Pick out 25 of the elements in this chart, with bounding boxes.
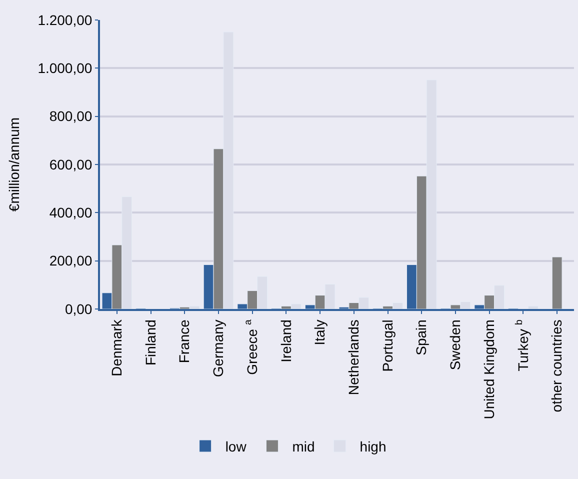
y-tick-label: 400,00 [49,204,92,221]
y-tick-label: 600,00 [49,156,92,172]
x-tick-label: Netherlands [345,320,362,396]
legend-label: high [360,438,386,454]
x-tick-label: Denmark [108,318,124,376]
x-tick-label: Spain [413,320,430,356]
x-tick-label: Finland [142,320,158,366]
y-tick-label: 1.000,00 [38,60,92,76]
x-tick-label: United Kingdom [480,320,497,420]
x-tick-label: Sweden [447,320,464,370]
y-tick-label: 800,00 [49,108,92,124]
x-tick-label: Germany [210,320,226,378]
x-tick-label: Ireland [278,320,294,362]
bar [552,256,562,309]
y-tick-label: 200,00 [49,252,92,269]
y-axis-title: €million/annum [6,117,22,212]
x-tick-label: Italy [312,320,328,346]
x-tick-label: Portugal [379,320,396,372]
legend-label: low [225,438,248,454]
y-tick-label: 0,00 [64,300,92,317]
x-tick-label: France [176,319,192,364]
legend-label: mid [292,438,315,454]
x-tick-label: other countries [548,320,565,412]
bar [528,306,538,309]
y-tick-label: 1.200,00 [38,12,92,28]
